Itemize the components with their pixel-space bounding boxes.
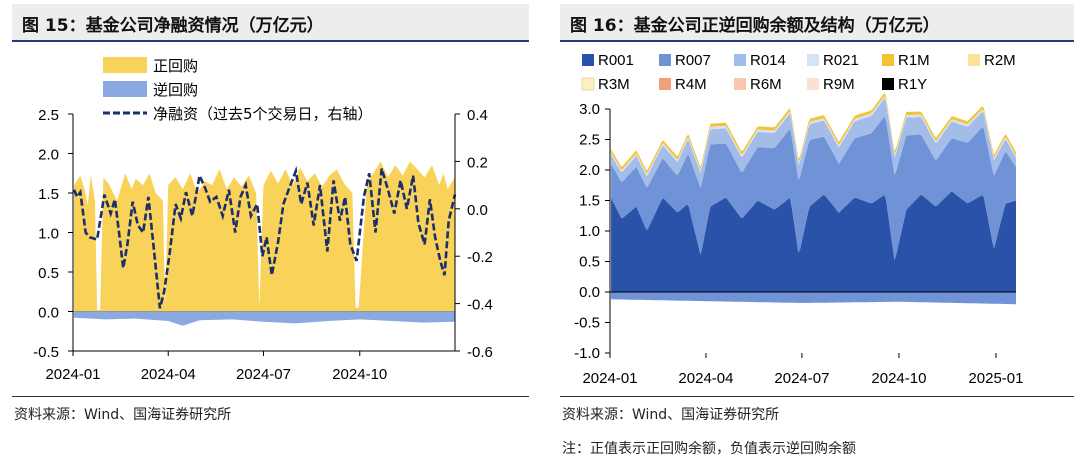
- chart-title-left: 图 15：基金公司净融资情况（万亿元）: [22, 16, 324, 36]
- x-tick-label: 2024-07: [774, 370, 829, 384]
- chart-title-bar-right: 图 16：基金公司正逆回购余额及结构（万亿元）: [560, 4, 1074, 42]
- x-tick-label: 2024-10: [871, 370, 926, 384]
- chart-panel-left: 图 15：基金公司净融资情况（万亿元） 2.5 2.0 1.5 1.0 0.5 0.0 -0…: [0, 0, 535, 469]
- stacked-area-r014: [611, 98, 1016, 188]
- legend-swatch-r2m: [968, 54, 980, 66]
- legend-label-r1m: R1M: [898, 52, 930, 69]
- legend-swatch-r3m: [581, 77, 595, 91]
- y-tick-label: -0.5: [33, 344, 59, 361]
- divider-right: [560, 396, 1074, 397]
- y-tick-label: -1.0: [574, 345, 600, 362]
- y-tick-label: 2.0: [579, 162, 600, 179]
- x-tick-label: 2024-01: [582, 370, 637, 384]
- legend-label-r1y: R1Y: [898, 76, 927, 93]
- stacked-area-r1m: [611, 92, 1016, 174]
- stacked-area-r007: [611, 116, 1016, 260]
- source-text-right: 资料来源：Wind、国海证券研究所: [562, 407, 780, 423]
- y-tick-label: 1.5: [38, 186, 59, 203]
- chart-title-bar-left: 图 15：基金公司净融资情况（万亿元）: [12, 4, 529, 42]
- y2-tick-label: -0.6: [467, 344, 493, 361]
- stacked-area-r001: [611, 191, 1016, 292]
- legend-swatch-r014: [734, 54, 746, 66]
- chart-panel-right: 图 16：基金公司正逆回购余额及结构（万亿元） 3.0 2.5 2.0 1.5 1.0 0…: [548, 0, 1080, 469]
- legend-swatch-r001: [582, 54, 594, 66]
- chart-right: 3.0 2.5 2.0 1.5 1.0 0.5 0.0 -0.5 -1.0 2024-01 2024…: [574, 52, 1023, 384]
- y-tick-label: 0.5: [579, 254, 600, 271]
- x-tick-label: 2024-01: [45, 366, 100, 383]
- legend-swatch-reverse-repo: [103, 81, 147, 97]
- series-area-reverse-repo: [74, 311, 455, 326]
- note-text-right: 注：正值表示正回购余额，负值表示逆回购余额: [562, 441, 856, 457]
- y-tick-label: 1.0: [579, 223, 600, 240]
- y2-tick-label: 0.0: [467, 202, 488, 219]
- legend-swatch-r4m: [659, 78, 671, 90]
- x-tick-label: 2024-07: [236, 366, 291, 383]
- legend-label-net-financing: 净融资（过去5个交易日，右轴）: [153, 105, 373, 123]
- x-tick-label: 2025-01: [968, 370, 1023, 384]
- y-tick-label: 0.5: [38, 265, 59, 282]
- source-text-left: 资料来源：Wind、国海证券研究所: [14, 407, 232, 423]
- chart-title-right: 图 16：基金公司正逆回购余额及结构（万亿元）: [570, 16, 940, 36]
- x-tick-label: 2024-10: [332, 366, 387, 383]
- y-tick-label: 0.0: [38, 305, 59, 322]
- y2-tick-label: -0.2: [467, 249, 493, 266]
- x-tick-label: 2024-04: [141, 366, 196, 383]
- series-area-repo: [74, 161, 455, 312]
- y-tick-label: 2.5: [579, 132, 600, 149]
- legend-label-reverse-repo: 逆回购: [153, 81, 198, 99]
- stacked-area-reverse: [611, 292, 1016, 305]
- legend-label-repo: 正回购: [153, 57, 198, 75]
- legend-swatch-r1m: [882, 54, 894, 66]
- y2-tick-label: 0.4: [467, 107, 488, 124]
- divider-left: [12, 396, 529, 397]
- series-line-net-financing: [72, 165, 457, 309]
- legend-label-r007: R007: [675, 52, 711, 69]
- legend-swatch-repo: [103, 57, 147, 73]
- legend-label-r9m: R9M: [823, 76, 855, 93]
- legend-label-r001: R001: [598, 52, 634, 69]
- legend-label-r6m: R6M: [750, 76, 782, 93]
- x-tick-label: 2024-04: [678, 370, 733, 384]
- y-tick-label: 0.0: [579, 284, 600, 301]
- legend-label-r021: R021: [823, 52, 859, 69]
- legend-swatch-r007: [659, 54, 671, 66]
- chart-left: 2.5 2.0 1.5 1.0 0.5 0.0 -0.5 0.4 0.2 0.0 -0.2 -0.4 -…: [33, 57, 493, 383]
- y-tick-label: 2.5: [38, 107, 59, 124]
- y-tick-label: -0.5: [574, 315, 600, 332]
- legend-swatch-r1y: [882, 78, 894, 90]
- legend-swatch-r6m: [734, 78, 746, 90]
- stacked-area-r021: [611, 95, 1016, 176]
- legend-label-r4m: R4M: [675, 76, 707, 93]
- y-tick-label: 2.0: [38, 147, 59, 164]
- y-tick-label: 1.5: [579, 193, 600, 210]
- legend-swatch-r021: [807, 54, 819, 66]
- y2-tick-label: -0.4: [467, 297, 493, 314]
- y-tick-label: 3.0: [579, 101, 600, 118]
- y2-tick-label: 0.2: [467, 154, 488, 171]
- y-tick-label: 1.0: [38, 226, 59, 243]
- legend-label-r3m: R3M: [598, 76, 630, 93]
- legend-swatch-r9m: [807, 78, 819, 90]
- legend-label-r014: R014: [750, 52, 786, 69]
- legend-label-r2m: R2M: [984, 52, 1016, 69]
